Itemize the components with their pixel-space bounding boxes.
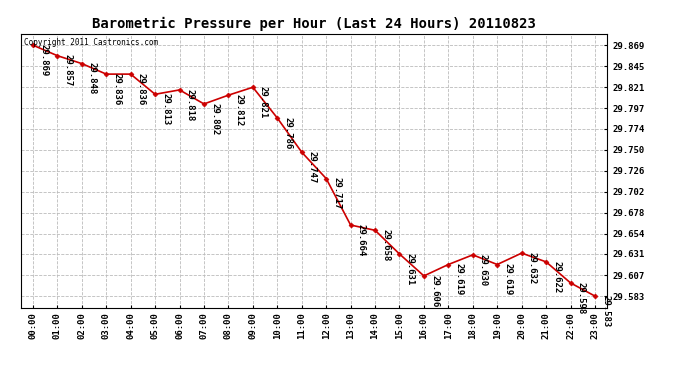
Text: 29.836: 29.836 [137,73,146,105]
Text: 29.619: 29.619 [455,263,464,296]
Text: 29.630: 29.630 [479,254,488,286]
Text: 29.857: 29.857 [63,54,72,87]
Text: 29.717: 29.717 [333,177,342,210]
Text: 29.622: 29.622 [552,261,561,293]
Text: 29.747: 29.747 [308,151,317,183]
Text: 29.632: 29.632 [528,252,537,284]
Title: Barometric Pressure per Hour (Last 24 Hours) 20110823: Barometric Pressure per Hour (Last 24 Ho… [92,17,536,31]
Text: 29.786: 29.786 [284,117,293,149]
Text: 29.821: 29.821 [259,86,268,118]
Text: 29.836: 29.836 [112,73,121,105]
Text: 29.813: 29.813 [161,93,170,125]
Text: 29.812: 29.812 [235,94,244,126]
Text: 29.598: 29.598 [577,282,586,314]
Text: 29.869: 29.869 [39,44,48,76]
Text: 29.848: 29.848 [88,62,97,94]
Text: 29.664: 29.664 [357,224,366,256]
Text: 29.658: 29.658 [381,229,390,261]
Text: 29.583: 29.583 [601,295,610,327]
Text: Copyright 2011 Castronics.com: Copyright 2011 Castronics.com [23,38,158,47]
Text: 29.818: 29.818 [186,88,195,121]
Text: 29.606: 29.606 [430,274,439,307]
Text: 29.619: 29.619 [503,263,513,296]
Text: 29.802: 29.802 [210,103,219,135]
Text: 29.631: 29.631 [406,253,415,285]
